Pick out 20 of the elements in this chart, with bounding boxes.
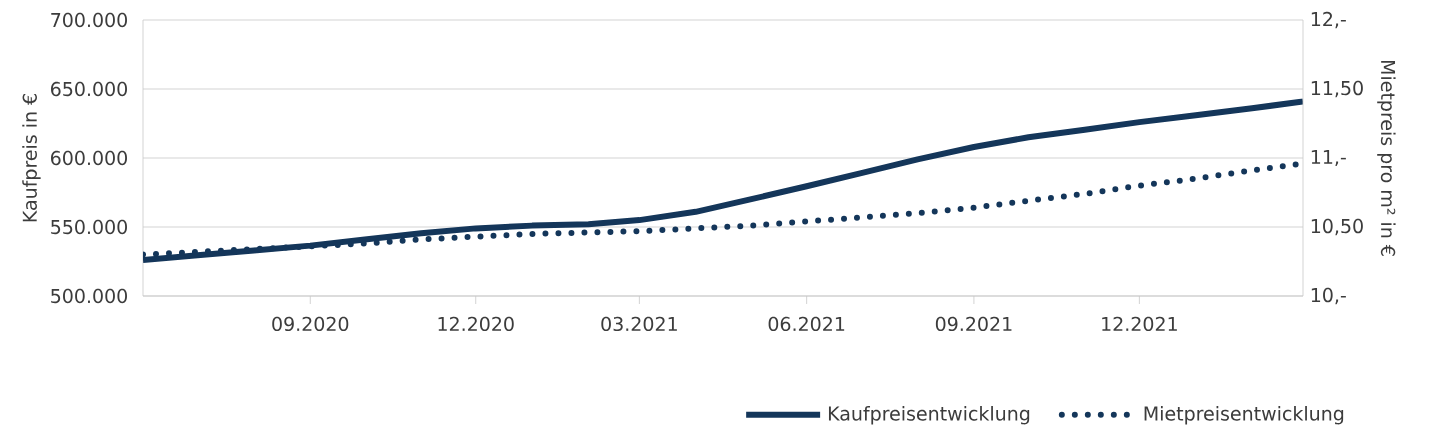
x-tick-label: 12.2021	[1102, 316, 1177, 332]
x-tick-label: 12.2020	[438, 316, 514, 332]
x-tick-label: 09.2021	[935, 316, 1012, 332]
legend-label: Kaufpreisentwicklung	[828, 406, 1030, 425]
y2-tick-label: 10,-	[1311, 287, 1346, 305]
y2-tick-label: 10,50	[1311, 218, 1363, 236]
x-tick-label: 03.2021	[601, 316, 677, 332]
legend-label: Mietpreisentwicklung	[1144, 406, 1344, 425]
y-axis-title: Kaufpreis in €	[22, 94, 41, 222]
x-tick-label: 09.2020	[272, 316, 349, 332]
y2-axis-title: Mietpreis pro m² in €	[1377, 60, 1396, 256]
y2-tick-label: 11,50	[1311, 80, 1363, 98]
y2-tick-label: 12,-	[1311, 11, 1346, 29]
y-tick-label: 700.000	[51, 12, 127, 28]
y-tick-label: 650.000	[51, 81, 127, 97]
y-tick-label: 550.000	[51, 219, 127, 235]
y2-tick-label: 11,-	[1311, 149, 1346, 167]
y-tick-label: 500.000	[51, 288, 127, 304]
y-tick-label: 600.000	[51, 150, 127, 166]
x-tick-label: 06.2021	[768, 316, 845, 332]
